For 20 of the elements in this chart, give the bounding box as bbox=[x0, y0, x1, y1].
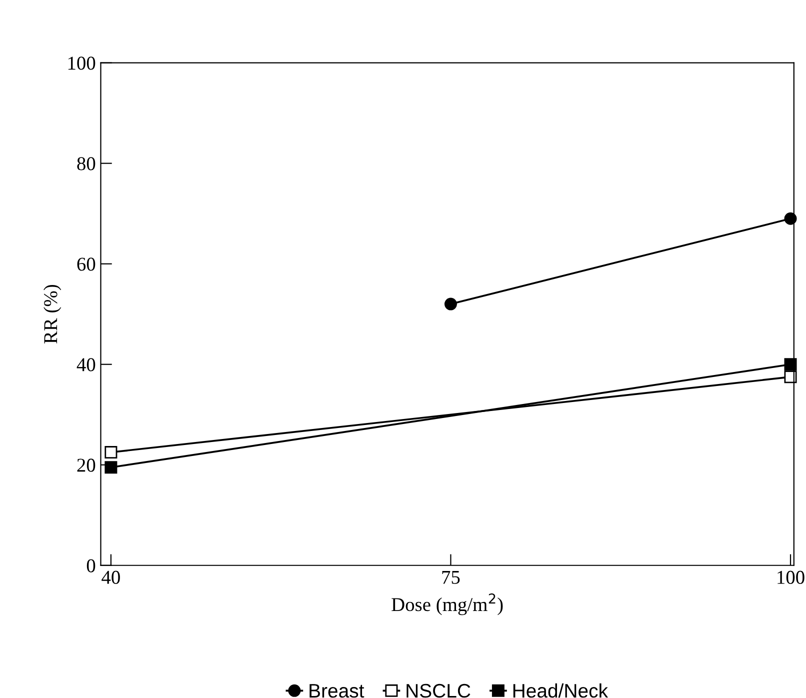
y-tick-label: 80 bbox=[77, 157, 96, 170]
x-tick-label: 75 bbox=[442, 571, 460, 584]
x-tick-label: 40 bbox=[102, 570, 120, 584]
point bbox=[444, 298, 457, 310]
point bbox=[104, 446, 118, 459]
legend-label: Breast bbox=[310, 684, 364, 698]
legend-label: Head/Neck bbox=[513, 683, 608, 698]
point bbox=[784, 212, 797, 225]
y-axis-title: RR (%) bbox=[44, 284, 62, 344]
legend-label: NSCLC bbox=[406, 684, 470, 698]
y-tick-label: 40 bbox=[76, 358, 96, 372]
y-tick-label: 100 bbox=[68, 56, 96, 70]
y-tick-label: 20 bbox=[77, 458, 96, 472]
y-tick-label: 60 bbox=[77, 258, 96, 271]
y-tick-label: 0 bbox=[86, 559, 96, 572]
point bbox=[784, 370, 797, 384]
point bbox=[104, 461, 118, 474]
x-tick-label: 100 bbox=[778, 570, 804, 584]
x-axis-title: Dose (mg/m$^{2}$) bbox=[392, 593, 503, 616]
point bbox=[784, 358, 797, 371]
